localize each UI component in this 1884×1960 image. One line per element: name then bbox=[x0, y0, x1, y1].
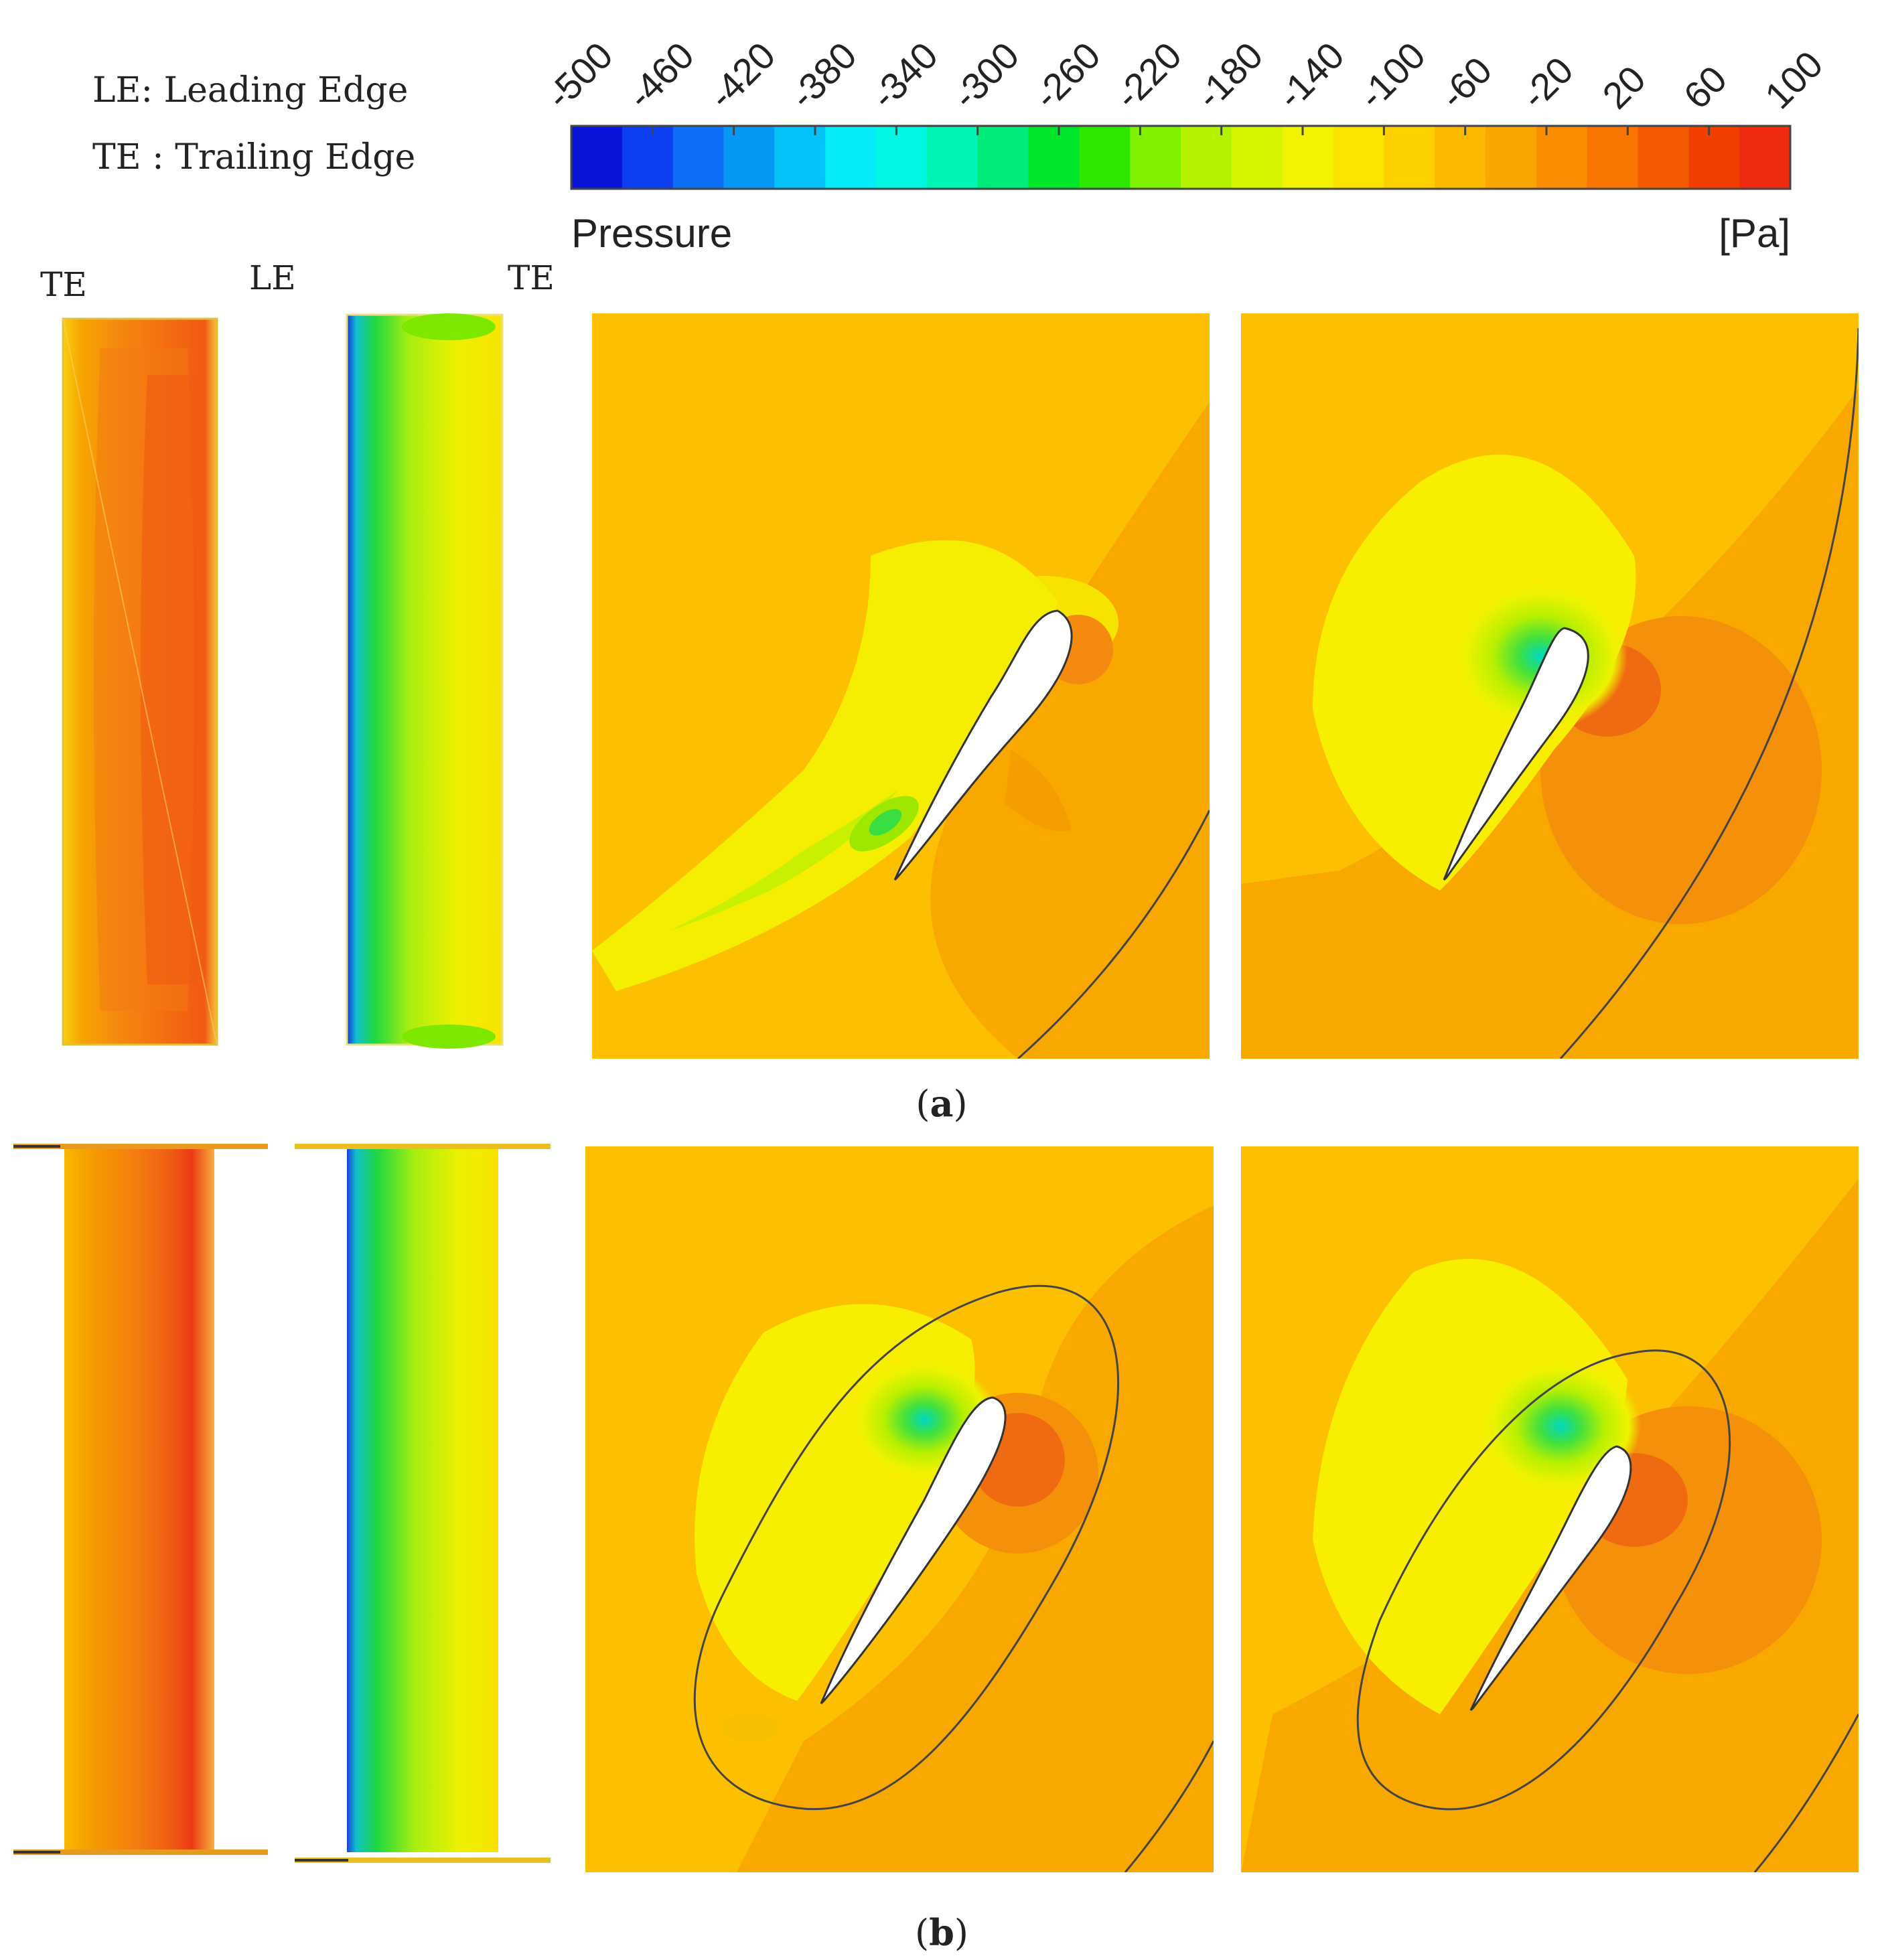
colorbar-swatch bbox=[1688, 126, 1740, 189]
colorbar-tick-label: -60 bbox=[1432, 49, 1500, 117]
colorbar-swatch bbox=[1435, 126, 1486, 189]
colorbar-title: Pressure bbox=[571, 211, 732, 256]
colorbar-tick-label: -300 bbox=[944, 34, 1027, 117]
colorbar-swatch bbox=[774, 126, 826, 189]
caption-b-open: ( bbox=[915, 1912, 929, 1954]
colorbar-swatch bbox=[1130, 126, 1181, 189]
caption-a-open: ( bbox=[916, 1083, 930, 1125]
colorbar-tick-label: 20 bbox=[1594, 58, 1654, 117]
colorbar-swatch bbox=[1333, 126, 1384, 189]
colorbar-tick-label: -100 bbox=[1350, 34, 1433, 117]
te-label-left: TE bbox=[40, 265, 87, 304]
colorbar-swatch bbox=[672, 126, 725, 189]
te-label-right: TE bbox=[508, 258, 555, 297]
colorbar-swatch bbox=[825, 126, 877, 189]
le-definition: LE: Leading Edge bbox=[92, 70, 408, 110]
colorbar-swatch bbox=[1739, 126, 1791, 189]
colorbar-tick-label: -20 bbox=[1513, 49, 1581, 117]
colorbar-swatch bbox=[1028, 126, 1080, 189]
colorbar-swatch bbox=[723, 126, 775, 189]
colorbar-swatch bbox=[1587, 126, 1639, 189]
caption-b-letter: b bbox=[929, 1911, 954, 1954]
te-definition: TE : Trailing Edge bbox=[92, 137, 415, 177]
colorbar-swatch bbox=[977, 126, 1029, 189]
blade-suction-side-a bbox=[346, 313, 504, 1049]
colorbar-tick-label: -460 bbox=[619, 34, 702, 117]
colorbar-tick-label: -420 bbox=[701, 34, 784, 117]
le-label-center: LE bbox=[249, 258, 296, 297]
colorbar-frame bbox=[570, 125, 1792, 190]
colorbar-tick-label: -220 bbox=[1106, 34, 1189, 117]
colorbar-swatch bbox=[1079, 126, 1131, 189]
caption-b-close: ) bbox=[954, 1912, 968, 1954]
blade-pressure-side-a bbox=[62, 317, 218, 1046]
colorbar-swatch bbox=[571, 126, 623, 189]
colorbar-tick-label: -340 bbox=[863, 34, 946, 117]
colorbar-swatch bbox=[876, 126, 928, 189]
colorbar-tick-label: 100 bbox=[1757, 43, 1831, 117]
colorbar-swatch bbox=[1282, 126, 1334, 189]
caption-a: (a) bbox=[916, 1082, 967, 1125]
colorbar-unit: [Pa] bbox=[1719, 211, 1790, 256]
colorbar-swatch bbox=[1384, 126, 1435, 189]
colorbar-tick-label: -180 bbox=[1188, 34, 1271, 117]
colorbar-tick-label: -260 bbox=[1025, 34, 1108, 117]
blade-pressure-side-b bbox=[13, 1144, 268, 1855]
colorbar-swatch bbox=[1486, 126, 1537, 189]
colorbar-swatch bbox=[1231, 126, 1283, 189]
section-contour-b2 bbox=[1241, 1146, 1859, 1872]
colorbar-swatch bbox=[926, 126, 979, 189]
colorbar-tick-label: -380 bbox=[782, 34, 865, 117]
colorbar-ticks: -500-460-420-380-340-300-260-220-180-140… bbox=[538, 34, 1831, 135]
colorbar-swatches bbox=[571, 126, 1791, 189]
caption-b: (b) bbox=[915, 1911, 968, 1954]
caption-a-letter: a bbox=[930, 1082, 954, 1125]
section-contour-b1 bbox=[585, 1146, 1214, 1872]
colorbar-tick-label: 60 bbox=[1676, 58, 1735, 117]
blade-suction-side-b bbox=[295, 1144, 551, 1863]
pressure-colorbar: -500-460-420-380-340-300-260-220-180-140… bbox=[538, 34, 1831, 256]
colorbar-swatch bbox=[622, 126, 674, 189]
colorbar-swatch bbox=[1638, 126, 1689, 189]
colorbar-swatch bbox=[1536, 126, 1588, 189]
colorbar-tick-label: -140 bbox=[1269, 34, 1352, 117]
section-contour-a2 bbox=[1241, 313, 1859, 1059]
section-contour-a1 bbox=[592, 313, 1210, 1059]
caption-a-close: ) bbox=[954, 1083, 968, 1125]
colorbar-tick-label: -500 bbox=[538, 34, 621, 117]
colorbar-swatch bbox=[1181, 126, 1232, 189]
